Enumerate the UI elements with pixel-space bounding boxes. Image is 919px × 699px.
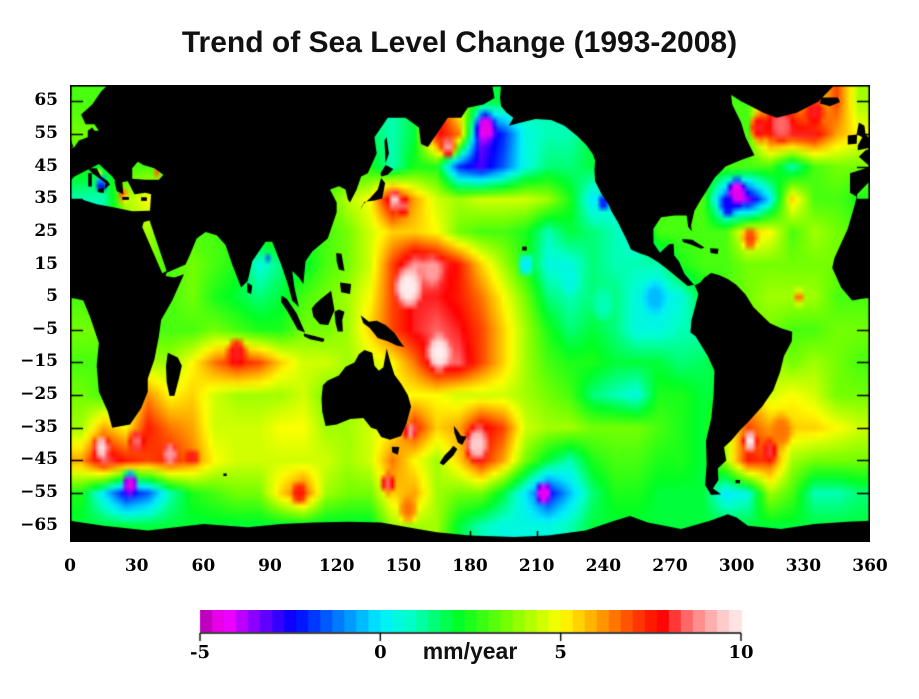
x-tick-label: 60 [191,556,216,576]
y-tick-label: 35 [34,188,58,209]
world-heatmap-canvas [70,85,870,542]
chart-title: Trend of Sea Level Change (1993-2008) [181,26,738,59]
x-tick-label: 150 [385,556,422,576]
colorbar-tick-label: 0 [374,642,387,663]
x-tick-label: 210 [518,556,555,576]
colorbar-tick-label: 10 [728,642,754,663]
colorbar-gradient-canvas [198,610,744,646]
colorbar-unit-label: mm/year [422,638,518,664]
y-tick-label: −25 [20,384,58,405]
colorbar-tick-label: -5 [190,642,210,663]
y-tick-label: −55 [20,482,58,503]
y-tick-label: 15 [34,253,58,274]
x-tick-label: 270 [652,556,688,576]
y-tick-label: −15 [20,351,58,372]
y-tick-label: 45 [34,155,58,176]
colorbar: -5 0 5 10 mm/year [190,610,758,690]
y-tick-label: −45 [20,449,58,470]
x-tick-label: 120 [318,556,355,576]
x-tick-label: 90 [258,556,282,576]
colorbar-tick-label: 5 [554,642,567,663]
y-tick-label: −5 [31,318,58,339]
y-tick-label: 55 [34,122,58,143]
x-tick-label: 300 [718,556,755,576]
x-tick-label: 180 [452,556,488,576]
y-tick-label: 25 [34,220,58,241]
x-tick-label: 330 [785,556,822,576]
x-tick-label: 240 [585,556,622,576]
y-tick-label: −35 [20,416,58,437]
y-tick-label: 5 [46,286,58,307]
x-tick-label: 360 [852,556,888,576]
y-tick-label: −65 [20,514,58,535]
x-tick-label: 0 [64,556,76,576]
x-tick-label: 30 [124,556,149,576]
y-tick-label: 65 [34,90,58,111]
